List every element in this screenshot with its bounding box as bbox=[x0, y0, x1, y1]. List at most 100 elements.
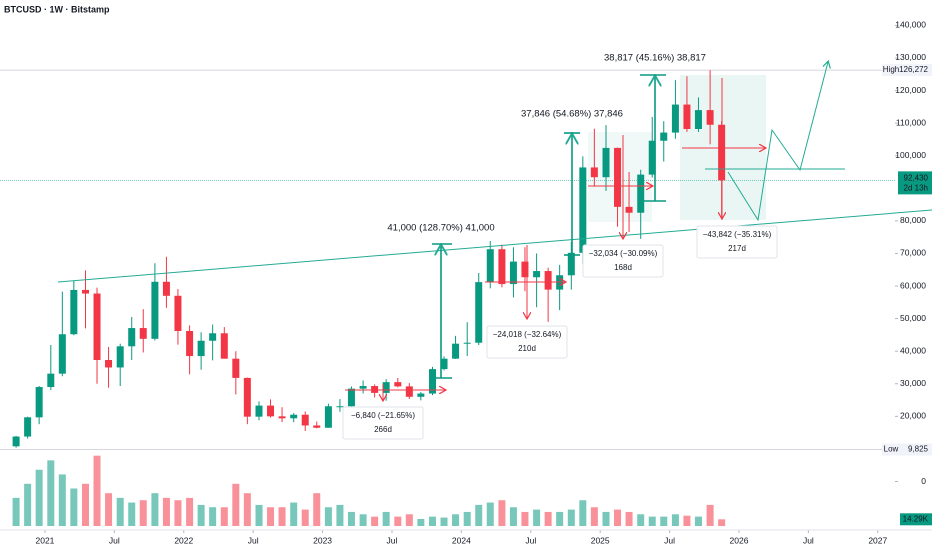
candle-body bbox=[625, 206, 633, 213]
candle-body bbox=[139, 328, 147, 339]
x-tick-label: 2022 bbox=[174, 535, 193, 545]
candle-body bbox=[475, 282, 483, 343]
volume-bar bbox=[93, 455, 101, 526]
volume-bar bbox=[47, 460, 55, 526]
candle-body bbox=[209, 333, 217, 341]
volume-bar bbox=[220, 507, 228, 526]
high-tag-box bbox=[900, 64, 932, 77]
x-tick-label: Jul bbox=[387, 535, 398, 545]
volume-bar bbox=[509, 507, 517, 526]
low-tag-value: 9,825 bbox=[908, 445, 929, 454]
candle-body bbox=[429, 369, 437, 394]
candle-body bbox=[290, 414, 298, 419]
candle-body bbox=[683, 104, 691, 129]
volume-bar bbox=[602, 511, 610, 526]
candle-body bbox=[440, 358, 448, 370]
x-tick-label: 2024 bbox=[452, 535, 471, 545]
y-tick-label: 80,000 bbox=[900, 215, 926, 225]
volume-bar bbox=[24, 483, 32, 526]
volume-bar bbox=[579, 500, 587, 526]
candle-body bbox=[105, 359, 113, 368]
annotation-box bbox=[342, 406, 424, 440]
candle-body bbox=[405, 386, 413, 397]
volume-bar bbox=[290, 502, 298, 526]
y-tick-label: 70,000 bbox=[900, 248, 926, 258]
volume-bar bbox=[405, 514, 413, 526]
chart-title: BTCUSD · 1W · Bitstamp bbox=[4, 4, 110, 14]
volume-bar bbox=[12, 497, 20, 526]
y-tick-label: 0 bbox=[921, 476, 926, 486]
volume-bar bbox=[232, 483, 240, 526]
x-tick-label: 2023 bbox=[313, 535, 332, 545]
volume-bar bbox=[197, 504, 205, 526]
volume-bar bbox=[139, 500, 147, 526]
volume-bar bbox=[255, 504, 263, 526]
y-tick-label: 120,000 bbox=[895, 85, 926, 95]
high-tag-name: High bbox=[883, 65, 899, 74]
candle-body bbox=[637, 174, 645, 213]
candle-body bbox=[417, 393, 425, 397]
x-tick-label: Jul bbox=[109, 535, 120, 545]
candle-body bbox=[382, 382, 390, 393]
y-tick-label: 140,000 bbox=[895, 20, 926, 30]
y-tick-label: 40,000 bbox=[900, 345, 926, 355]
volume-bar bbox=[209, 507, 217, 526]
x-tick-label: 2025 bbox=[591, 535, 610, 545]
volume-bar bbox=[186, 497, 194, 526]
volume-bar bbox=[324, 507, 332, 526]
y-tick-label: 30,000 bbox=[900, 378, 926, 388]
candle-body bbox=[359, 386, 367, 389]
volume-bar bbox=[429, 516, 437, 526]
volume-bar bbox=[336, 504, 344, 526]
volume-tag: 14.29K bbox=[903, 514, 929, 523]
volume-bar bbox=[521, 511, 529, 526]
volume-bar bbox=[706, 504, 714, 526]
volume-bar bbox=[718, 519, 726, 526]
x-tick-label: Jul bbox=[803, 535, 814, 545]
candle-body bbox=[82, 289, 90, 294]
candle-body bbox=[671, 104, 679, 133]
candle-body bbox=[162, 281, 170, 296]
volume-bar bbox=[614, 509, 622, 526]
volume-bar bbox=[70, 488, 78, 526]
candles bbox=[0, 69, 895, 526]
candle-body bbox=[648, 140, 656, 175]
x-tick-label: 2026 bbox=[730, 535, 749, 545]
y-tick-label: 60,000 bbox=[900, 280, 926, 290]
volume-bar bbox=[371, 516, 379, 526]
volume-bar bbox=[498, 500, 506, 526]
labels: 140,000 130,000 120,000 110,000 100,000 80,00… bbox=[36, 20, 932, 545]
candle-body bbox=[128, 328, 136, 347]
low-tag-name-box bbox=[882, 443, 900, 456]
candle-body bbox=[347, 388, 355, 407]
volume-bar bbox=[567, 509, 575, 526]
y-tick-label: 100,000 bbox=[895, 150, 926, 160]
annotation-text: 38,817 (45.16%) 38,817 bbox=[604, 53, 706, 64]
high-tag-name-box bbox=[882, 64, 900, 77]
candle-body bbox=[12, 436, 20, 447]
candle-body bbox=[486, 249, 494, 283]
annotation-sub: 217d bbox=[728, 244, 746, 253]
volume-bar bbox=[452, 514, 460, 526]
y-tick-label: 50,000 bbox=[900, 313, 926, 323]
volume-bar bbox=[243, 493, 251, 526]
x-tick-label: Jul bbox=[248, 535, 259, 545]
candle-body bbox=[220, 333, 228, 359]
projection-path bbox=[727, 62, 828, 222]
x-tick-label: Jul bbox=[664, 535, 675, 545]
candle-body bbox=[301, 414, 309, 426]
volume-bar bbox=[475, 504, 483, 526]
candle-body bbox=[452, 343, 460, 359]
measure-up bbox=[432, 75, 666, 379]
candle-body bbox=[58, 334, 66, 374]
candle-body bbox=[174, 295, 182, 331]
candle-body bbox=[336, 406, 344, 408]
candle-body bbox=[694, 110, 702, 129]
annotation-box bbox=[486, 325, 568, 359]
candle-body bbox=[509, 261, 517, 285]
candle-body bbox=[544, 271, 552, 290]
candle-body bbox=[521, 261, 529, 278]
annotation-text: −43,842 (−35.31%) bbox=[703, 230, 772, 239]
